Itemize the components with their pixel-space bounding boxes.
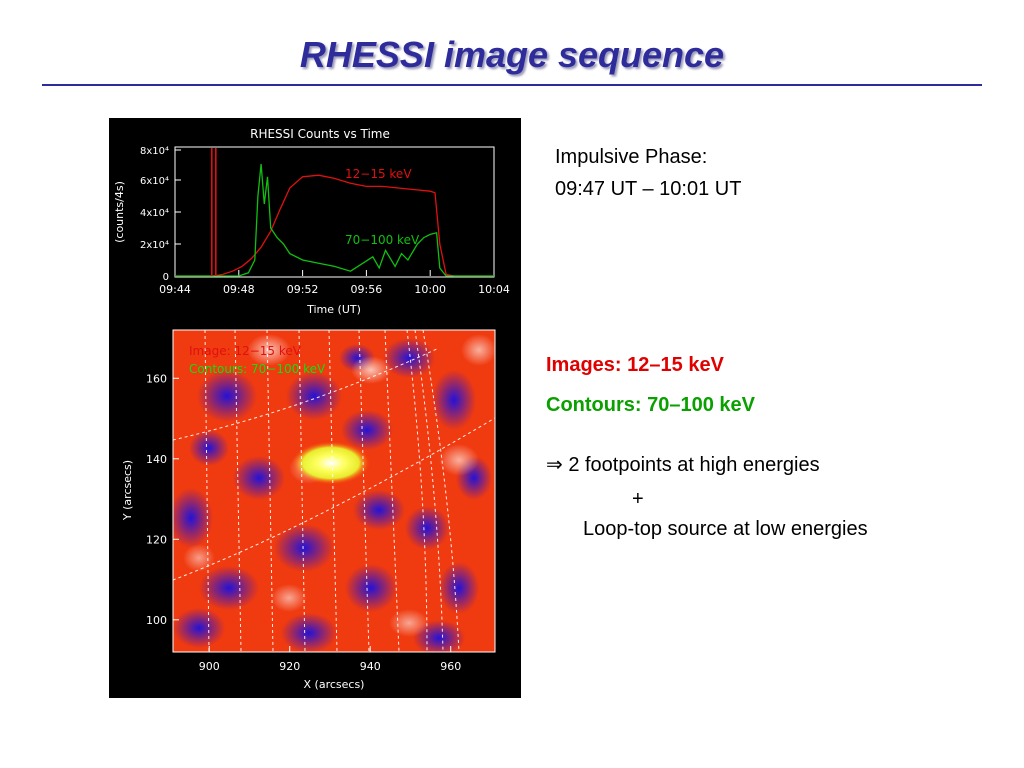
lc-x-tick-label: 09:56 [351, 283, 383, 296]
map-x-tick-label: 940 [360, 660, 381, 673]
conclusion-looptop: Loop-top source at low energies [583, 518, 868, 540]
lc-y-tick-label: 6x10⁴ [140, 176, 169, 187]
map-legend-contours: Contours: 70−100 keV [189, 362, 326, 376]
lc-x-tick-label: 09:48 [223, 283, 255, 296]
map-x-tick-label: 960 [440, 660, 461, 673]
map-y-tick-label: 140 [146, 453, 167, 466]
images-energy-label: Images: 12–15 keV [546, 354, 724, 376]
heliographic-grid [173, 330, 495, 652]
impulsive-phase-time: 09:47 UT – 10:01 UT [555, 178, 742, 200]
conclusion-plus: + [632, 488, 644, 510]
lc-y-tick-label: 2x10⁴ [140, 240, 169, 251]
legend-12-15kev: 12−15 keV [345, 167, 412, 181]
rhessi-figure: RHESSI Counts vs Time 09:44 09:48 09:52 09:… [109, 118, 521, 698]
heatmap-image [173, 330, 495, 652]
map-ylabel: Y (arcsecs) [121, 460, 134, 521]
lc-x-tick-label: 10:04 [478, 283, 510, 296]
lightcurve-xlabel: Time (UT) [306, 303, 361, 316]
lightcurve-title: RHESSI Counts vs Time [250, 127, 390, 141]
map-y-tick-label: 160 [146, 372, 167, 385]
map-xlabel: X (arcsecs) [304, 678, 365, 691]
map-x-tick-label: 920 [279, 660, 300, 673]
series-line-12-15kev [175, 174, 494, 277]
map-x-tick-label: 900 [199, 660, 220, 673]
impulsive-phase-label: Impulsive Phase: [555, 146, 708, 168]
lc-x-tick-label: 09:44 [159, 283, 191, 296]
conclusion-footpoints: ⇒ 2 footpoints at high energies [546, 454, 820, 476]
map-y-tick-label: 120 [146, 533, 167, 546]
series-line-70-100kev [175, 163, 494, 277]
title-underline [42, 84, 982, 86]
lightcurve-frame [174, 146, 495, 278]
map-legend-image: Image: 12−15 keV [189, 344, 302, 358]
heatmap-frame [172, 329, 496, 653]
legend-70-100kev: 70−100 keV [345, 233, 420, 247]
figure-svg: RHESSI Counts vs Time 09:44 09:48 09:52 09:… [113, 127, 510, 691]
lc-y-tick-label: 4x10⁴ [140, 208, 169, 219]
impulsive-marker-left [211, 148, 213, 276]
impulsive-marker-right [215, 148, 217, 276]
lc-y-tick-label: 0 [163, 272, 169, 283]
contours-energy-label: Contours: 70–100 keV [546, 394, 755, 416]
lc-x-tick-label: 10:00 [414, 283, 446, 296]
slide-title: RHESSI image sequence [299, 34, 725, 75]
map-y-tick-label: 100 [146, 614, 167, 627]
lc-y-tick-label: 8x10⁴ [140, 146, 169, 157]
lc-x-tick-label: 09:52 [287, 283, 319, 296]
looptop-source [291, 441, 371, 485]
lightcurve-ylabel: (counts/4s) [113, 181, 126, 243]
